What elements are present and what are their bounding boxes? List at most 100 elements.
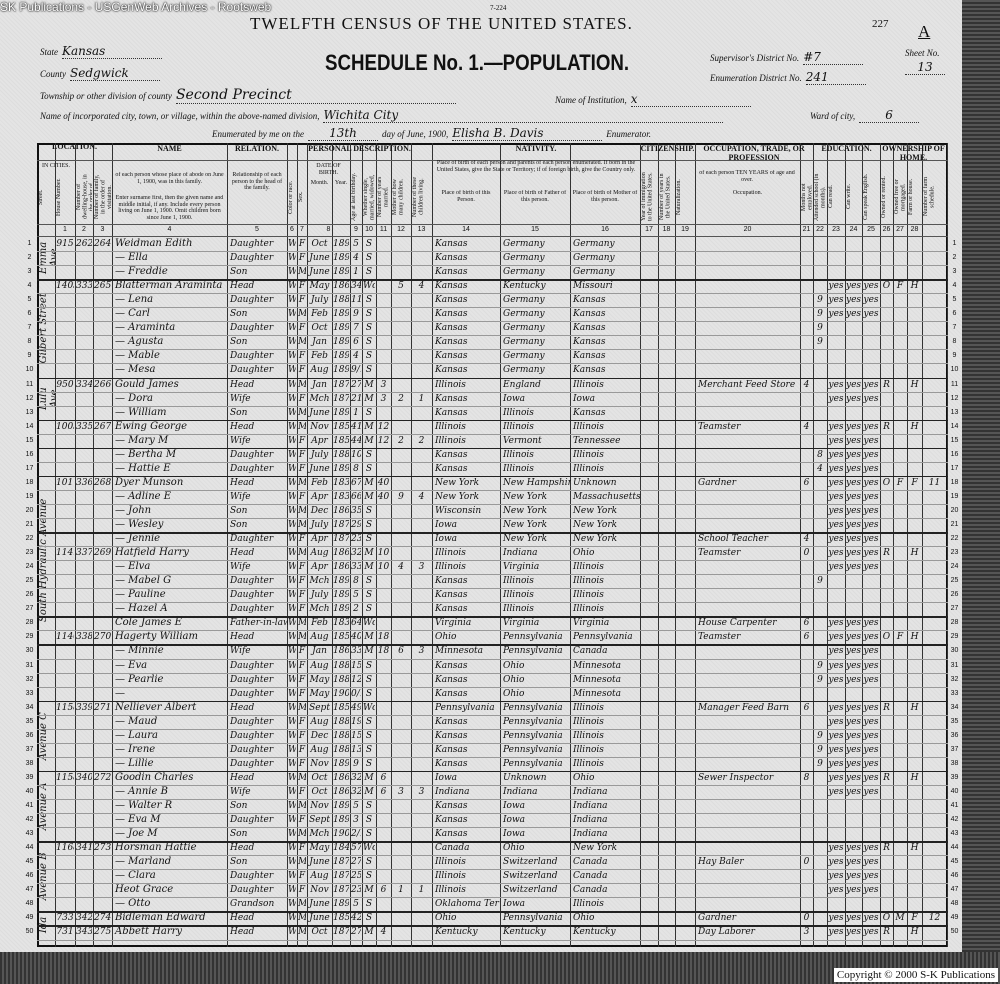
cell-year: 1896 — [333, 815, 349, 826]
cell-marital: Wd — [363, 281, 375, 292]
line-number: 11 — [950, 380, 959, 388]
column-divider — [675, 143, 676, 947]
cell-owned: R — [883, 927, 890, 938]
enumeration-line: Enumerated by me on the 13th day of June… — [212, 124, 651, 142]
cell-name: — Marland — [115, 856, 172, 868]
cell-sex: F — [298, 730, 306, 741]
cell-write: yes — [846, 843, 861, 854]
cell-family: 268 — [94, 477, 111, 488]
cell-year: 1892 — [333, 576, 349, 587]
cell-write: yes — [846, 786, 861, 797]
cell-month: Jan — [312, 379, 327, 390]
cell-month: Nov — [310, 801, 329, 811]
cell-months-unemployed: 3 — [803, 927, 810, 938]
enumeration-district-value: 241 — [805, 70, 866, 85]
cell-birthplace: Virginia — [435, 618, 472, 629]
cell-dwelling: 337 — [76, 548, 92, 559]
cell-age: 49 — [351, 702, 361, 713]
line-number: 23 — [950, 549, 959, 557]
cell-school: 9 — [817, 323, 823, 334]
cell-family: 264 — [94, 239, 111, 249]
cell-age: 13 — [351, 744, 361, 755]
cell-sex: F — [298, 491, 306, 502]
cell-read: yes — [828, 449, 844, 460]
cell-school: 9 — [817, 576, 823, 587]
column-header-mother-birthplace: Place of birth of Mother of this person. — [572, 190, 638, 203]
cell-months-unemployed: 8 — [803, 772, 810, 783]
cell-name: — Minnie — [115, 645, 164, 657]
ward-field: Ward of city, 6 — [810, 106, 920, 124]
enumeration-day: 13th — [307, 126, 378, 141]
column-number: 22 — [816, 226, 824, 233]
copyright-notice: Copyright © 2000 S-K Publications — [833, 968, 998, 982]
cell-birthplace: Iowa — [435, 772, 458, 783]
line-number: 36 — [25, 731, 34, 739]
line-number: 1 — [27, 240, 32, 247]
cell-month: Aug — [310, 632, 329, 643]
household-divider — [37, 925, 948, 927]
cell-english: yes — [863, 646, 879, 657]
cell-house: 915 — [56, 239, 74, 249]
cell-years-married: 12 — [377, 421, 390, 432]
line-number: 2 — [27, 254, 32, 262]
cell-birthplace: Kentucky — [435, 927, 478, 938]
cell-age: 32 — [351, 772, 361, 783]
cell-english: yes — [863, 871, 879, 882]
cell-month: Oct — [311, 323, 328, 334]
sheet-field: Sheet No. 13 — [905, 48, 945, 76]
cell-year: 1874 — [333, 871, 349, 882]
cell-marital: S — [365, 674, 373, 685]
cell-english: yes — [863, 295, 879, 306]
cell-dwelling: 339 — [76, 702, 92, 713]
cell-month: June — [309, 899, 330, 910]
household-divider — [37, 279, 948, 281]
table-row — [37, 265, 948, 267]
line-number: 50 — [25, 928, 34, 936]
table-row — [37, 728, 948, 730]
street-name: Emma Ave — [38, 241, 55, 275]
line-number: 45 — [25, 858, 34, 866]
cell-children-born: 2 — [398, 393, 404, 404]
cell-children-living: 3 — [418, 562, 425, 573]
cell-owned: R — [883, 702, 890, 713]
column-group-date-of-birth: DATE OF BIRTH. — [316, 163, 341, 176]
cell-farm: H — [910, 843, 919, 854]
table-row — [37, 869, 948, 871]
cell-age: 1 — [353, 407, 359, 418]
line-number: 48 — [950, 900, 959, 908]
cell-month: July — [310, 520, 329, 530]
cell-color: W — [288, 307, 296, 321]
line-number: 3 — [27, 268, 32, 276]
cell-sex: M — [298, 827, 306, 841]
cell-color: W — [288, 335, 296, 349]
cell-marital: Wd — [363, 843, 375, 854]
cell-marital: S — [365, 590, 373, 601]
column-header-family: Number of family, in the order of visita… — [94, 174, 111, 220]
cell-mother-birthplace: Tennessee — [573, 435, 621, 446]
cell-children-born: 5 — [398, 281, 404, 292]
supervisor-field: Supervisor's District No. #7 — [710, 48, 864, 66]
cell-year: 1870 — [333, 520, 349, 530]
cell-birthplace: Kansas — [435, 407, 468, 418]
line-number: 21 — [950, 521, 959, 528]
column-header-father-birthplace: Place of birth of Father of this person. — [503, 190, 567, 203]
cell-mother-birthplace: Kentucky — [573, 927, 616, 938]
line-number: 6 — [27, 310, 32, 318]
line-number: 43 — [25, 830, 34, 838]
cell-color: W — [288, 476, 296, 490]
cell-year: 1858 — [333, 913, 349, 924]
line-number: 10 — [25, 366, 34, 374]
column-number: 3 — [100, 226, 105, 233]
cell-month: Nov — [310, 885, 329, 896]
cell-father-birthplace: Virginia — [503, 618, 540, 629]
cell-sex: F — [298, 281, 306, 292]
cell-mother-birthplace: Illinois — [573, 590, 604, 601]
cell-marital: M — [364, 421, 374, 432]
cell-father-birthplace: Illinois — [503, 407, 534, 418]
cell-children-born: 3 — [398, 786, 404, 797]
cell-year: 1898 — [333, 267, 349, 278]
cell-name: — Hazel A — [115, 603, 168, 615]
cell-family: 271 — [94, 702, 111, 713]
cell-birthplace: New York — [435, 491, 480, 502]
city-label: Name of incorporated city, town, or vill… — [40, 111, 320, 121]
